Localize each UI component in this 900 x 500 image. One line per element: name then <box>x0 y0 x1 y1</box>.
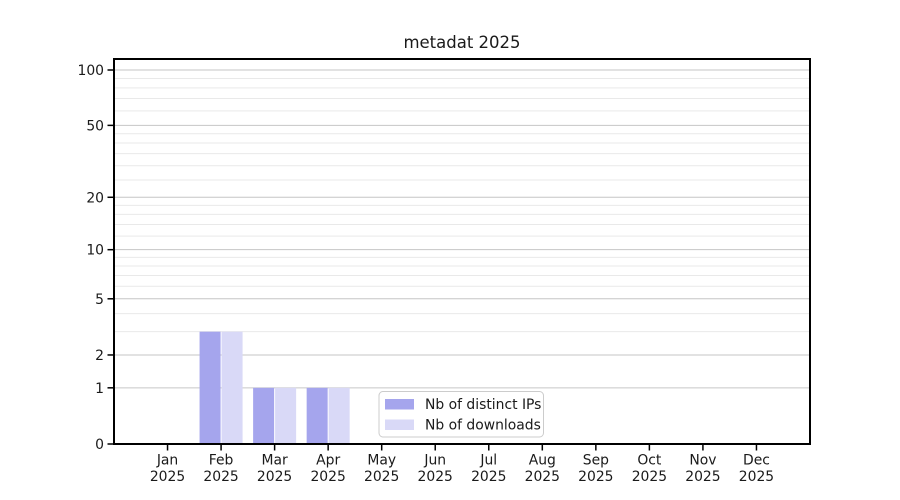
y-tick-label: 0 <box>95 437 104 453</box>
y-tick-label: 1 <box>95 381 104 397</box>
x-tick-label: Jul 2025 <box>471 453 506 486</box>
x-tick-label: Mar 2025 <box>257 453 292 486</box>
y-tick-label: 20 <box>86 190 104 206</box>
x-tick-label: Oct 2025 <box>632 453 667 486</box>
chart-title: metadat 2025 <box>403 33 520 52</box>
y-tick-label: 2 <box>95 348 104 364</box>
x-tick-label: Dec 2025 <box>739 453 774 486</box>
x-tick-label: Apr 2025 <box>310 453 345 486</box>
bar-distinct-ips <box>253 387 275 444</box>
legend-swatch-downloads <box>385 419 414 430</box>
legend-label-distinct-ips: Nb of distinct IPs <box>425 397 541 413</box>
x-tick-label: Sep 2025 <box>578 453 613 486</box>
legend-box <box>378 391 544 438</box>
plot-area: Jan 2025 Feb 2025 Mar 2025 Apr 2025 May 2025 Jun 20… <box>77 58 811 486</box>
x-tick-label: Aug 2025 <box>525 453 560 486</box>
x-tick-label: May 2025 <box>364 453 399 486</box>
legend-swatch-distinct-ips <box>385 399 414 410</box>
bar-distinct-ips <box>199 331 221 444</box>
legend-label-downloads: Nb of downloads <box>425 418 541 434</box>
x-tick-label: Jun 2025 <box>418 453 453 486</box>
y-tick-label: 10 <box>86 243 104 259</box>
x-tick-label: Feb 2025 <box>203 453 238 486</box>
x-tick-label: Jan 2025 <box>150 453 185 486</box>
bar-downloads <box>221 331 243 444</box>
y-tick-label: 100 <box>77 63 104 79</box>
bar-downloads <box>275 387 297 444</box>
bar-distinct-ips <box>306 387 328 444</box>
bar-downloads <box>328 387 350 444</box>
plot-border <box>113 58 811 445</box>
y-tick-label: 50 <box>86 118 104 134</box>
x-tick-label: Nov 2025 <box>685 453 720 486</box>
y-tick-label: 5 <box>95 292 104 308</box>
